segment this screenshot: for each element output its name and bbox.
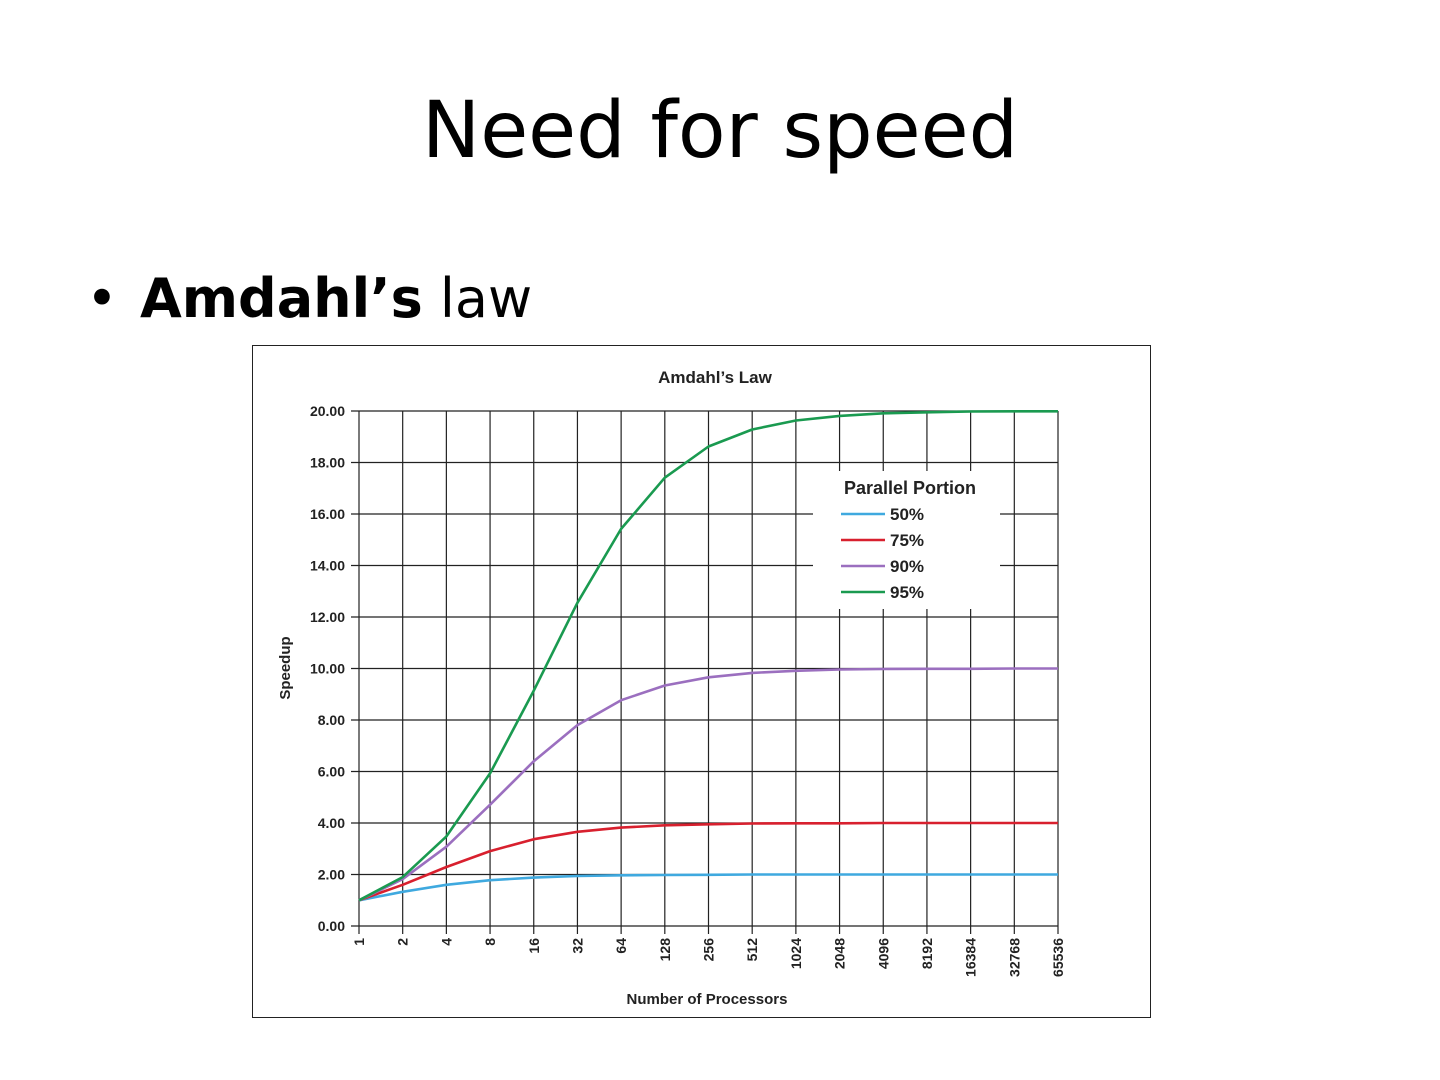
tick-labels: 0.00 2.00 4.00 6.00 8.00 10.00 12.00 14.00 16.00… (310, 403, 1066, 977)
chart-frame: Amdahl’s Law Speedup Number of Processor… (252, 345, 1151, 1018)
x-tick-label: 512 (744, 938, 760, 962)
y-tick-label: 0.00 (318, 918, 345, 934)
amdahl-chart: Amdahl’s Law Speedup Number of Processor… (277, 368, 1066, 1008)
legend-label: 50% (890, 505, 924, 524)
y-tick-label: 16.00 (310, 506, 345, 522)
x-tick-label: 16384 (963, 938, 979, 977)
slide-title: Need for speed (421, 86, 1019, 176)
series-lines (358, 410, 1058, 902)
y-tick-label: 4.00 (318, 815, 345, 831)
legend-label: 95% (890, 583, 924, 602)
bullet-item: • Amdahl’s law (86, 272, 532, 326)
legend-label: 75% (890, 531, 924, 550)
series-line-50pct (358, 873, 1058, 902)
x-tick-label: 16 (526, 938, 542, 954)
bullet-icon: • (86, 267, 118, 330)
legend: Parallel Portion 50% 75% 90% 95% (813, 471, 1000, 609)
bullet-text: law (422, 267, 533, 330)
x-tick-label: 8192 (919, 938, 935, 969)
y-axis-label: Speedup (277, 636, 294, 699)
y-tick-label: 10.00 (310, 661, 345, 677)
y-tick-label: 8.00 (318, 712, 345, 728)
y-tick-label: 12.00 (310, 609, 345, 625)
chart-title: Amdahl’s Law (658, 368, 772, 387)
x-tick-label: 2048 (832, 938, 848, 969)
x-tick-label: 4096 (875, 938, 891, 969)
x-tick-label: 8 (482, 938, 498, 946)
x-tick-label: 32 (569, 938, 585, 954)
y-tick-label: 18.00 (310, 455, 345, 471)
series-line-90pct (358, 667, 1058, 902)
y-tick-label: 2.00 (318, 867, 345, 883)
y-tick-label: 20.00 (310, 403, 345, 419)
x-tick-label: 256 (701, 938, 717, 962)
series-line-95pct (358, 410, 1058, 902)
y-tick-label: 6.00 (318, 764, 345, 780)
x-tick-label: 32768 (1006, 938, 1022, 977)
x-tick-label: 2 (395, 938, 411, 946)
legend-label: 90% (890, 557, 924, 576)
y-tick-label: 14.00 (310, 558, 345, 574)
x-tick-label: 128 (657, 938, 673, 962)
legend-title: Parallel Portion (844, 478, 976, 498)
x-axis-label: Number of Processors (627, 991, 788, 1008)
series-line-75pct (358, 821, 1058, 902)
x-tick-label: 65536 (1050, 938, 1066, 977)
bullet-bold-text: Amdahl’s (140, 267, 423, 330)
x-tick-label: 64 (613, 938, 629, 954)
x-tick-label: 1024 (788, 938, 804, 969)
x-tick-label: 1 (351, 938, 367, 946)
x-tick-label: 4 (438, 938, 454, 946)
